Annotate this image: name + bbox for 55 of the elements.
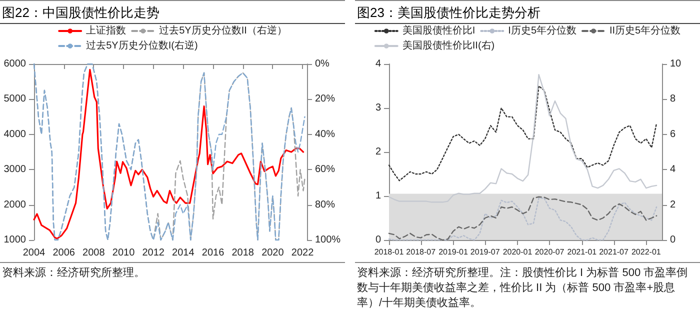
y2-tick-label: 2 xyxy=(670,199,676,210)
y-tick-label: 6000 xyxy=(4,58,26,70)
y-tick-label: 3000 xyxy=(4,164,26,176)
y2-tick-label: 80% xyxy=(315,199,336,210)
y2-tick-label: 10 xyxy=(670,58,682,70)
x-tick-label: 2018-01 xyxy=(374,248,404,256)
x-tick-label: 2004 xyxy=(22,248,46,258)
y2-tick-label: 100% xyxy=(315,234,341,246)
x-tick-label: 2006 xyxy=(52,248,76,258)
y2-tick-label: 40% xyxy=(315,128,336,140)
y2-tick-label: 20% xyxy=(315,94,336,105)
y-tick-label: 4000 xyxy=(4,128,26,140)
x-tick-label: 2022 xyxy=(291,248,314,258)
y2-tick-label: 6 xyxy=(670,128,676,140)
x-tick-label: 2018 xyxy=(232,248,254,258)
legend-label: 上证指数 xyxy=(86,24,126,36)
y2-tick-label: 60% xyxy=(315,164,336,176)
line-series xyxy=(388,85,658,182)
chart-title: 图23：美国股债性价比走势分析 xyxy=(355,0,700,24)
legend-label: 过去5Y历史分位数I(右逆) xyxy=(86,40,198,52)
legend-label: 过去5Y历史分位数II（右逆） xyxy=(159,24,287,36)
legend-label: 美国股债性价比II(右) xyxy=(402,40,495,52)
x-tick-label: 2022-01 xyxy=(631,248,662,256)
x-tick-label: 2008 xyxy=(82,248,106,258)
y-tick-label: 2000 xyxy=(4,199,26,210)
y2-tick-label: 0% xyxy=(315,58,330,70)
x-tick-label: 2012 xyxy=(142,248,165,258)
x-tick-label: 2019-07 xyxy=(470,248,500,256)
y-tick-label: 2 xyxy=(375,146,382,158)
x-tick-label: 2014 xyxy=(172,248,195,258)
x-tick-label: 2021-01 xyxy=(567,248,598,256)
y-tick-label: 1000 xyxy=(4,234,26,246)
text: 资料来源：经济研究所整理。 xyxy=(2,266,146,281)
x-tick-label: 2020-01 xyxy=(502,248,533,256)
x-tick-label: 2016 xyxy=(202,248,225,258)
y-tick-label: 3 xyxy=(375,102,382,114)
text: 资料来源：经济研究所整理。注：股债性价比 I 为标普 500 市盈率倒数与十年期美债收益率之差，性价比 II 为（标普 500 市盈率+股息率）/十年期美债收益率。 xyxy=(357,266,689,311)
x-tick-label: 2021-07 xyxy=(599,248,629,256)
line-series xyxy=(388,74,658,203)
legend-label: 美国股债性价比I xyxy=(402,24,476,36)
y-tick-label: 1 xyxy=(375,190,382,202)
legend-label: I历史5年分位数 xyxy=(508,24,577,36)
y-tick-label: 0 xyxy=(375,234,382,246)
y2-tick-label: 0 xyxy=(670,234,676,246)
chart-title: 图22：中国股债性价比走势 xyxy=(0,0,345,24)
x-tick-label: 2020-07 xyxy=(534,248,565,256)
x-tick-label: 2018-07 xyxy=(406,248,436,256)
y-tick-label: 4 xyxy=(375,58,382,70)
x-tick-label: 2019-01 xyxy=(438,248,468,256)
y2-tick-label: 4 xyxy=(670,164,676,176)
legend-label: II历史5年分位数 xyxy=(610,24,681,36)
x-tick-label: 2020 xyxy=(262,248,284,258)
x-tick-label: 2010 xyxy=(112,248,136,258)
y-tick-label: 5000 xyxy=(4,94,26,105)
y2-tick-label: 8 xyxy=(670,94,676,105)
